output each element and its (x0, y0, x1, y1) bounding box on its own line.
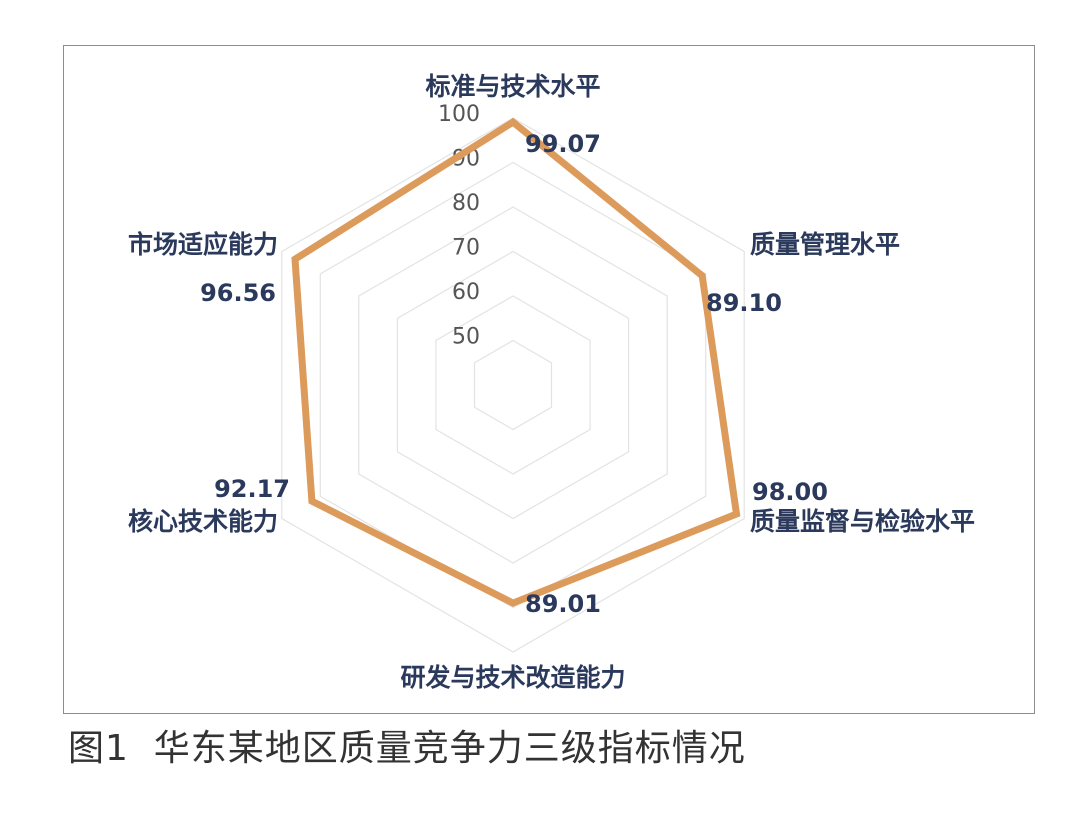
axis-label: 质量管理水平 (750, 230, 900, 259)
axis-label: 质量监督与检验水平 (750, 507, 975, 536)
axis-label: 标准与技术水平 (425, 72, 600, 101)
data-label: 96.56 (200, 279, 276, 307)
data-label: 92.17 (214, 475, 290, 503)
grid-ring-60 (435, 295, 591, 475)
data-label: 89.01 (525, 590, 601, 618)
axis-label: 研发与技术改造能力 (400, 663, 625, 692)
radar-grid (281, 117, 745, 653)
grid-ring-50 (473, 339, 553, 431)
grid-ring-70 (396, 250, 630, 520)
radar-value-labels: 99.07 89.10 98.00 89.01 92.17 96.56 (200, 130, 828, 618)
data-label: 99.07 (525, 130, 601, 158)
tick-label: 60 (452, 280, 480, 305)
tick-label: 100 (438, 102, 480, 127)
data-label: 98.00 (752, 478, 828, 506)
axis-label: 市场适应能力 (128, 230, 278, 259)
grid-ring-100 (281, 117, 745, 653)
grid-ring-90 (319, 161, 707, 609)
series-line (291, 117, 741, 607)
tick-label: 50 (452, 325, 480, 350)
chart-frame (63, 45, 1035, 714)
radar-series (291, 117, 741, 607)
figure-caption: 图1 华东某地区质量竞争力三级指标情况 (68, 728, 746, 769)
axis-label: 核心技术能力 (128, 507, 278, 536)
grid-ring-80 (358, 206, 668, 564)
tick-label: 80 (452, 191, 480, 216)
tick-label: 70 (452, 236, 480, 261)
data-label: 89.10 (706, 289, 782, 317)
